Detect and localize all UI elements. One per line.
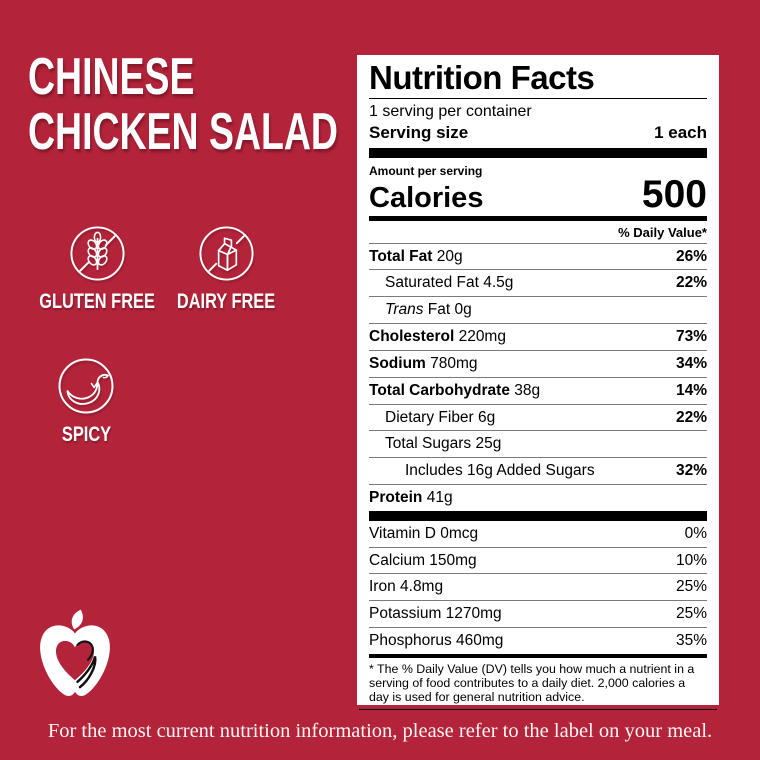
chili-pepper-icon bbox=[58, 358, 114, 414]
calories-row: Calories 500 bbox=[369, 173, 707, 217]
servings-per-container: 1 serving per container bbox=[369, 102, 532, 120]
thick-divider bbox=[369, 510, 707, 521]
nutrient-row: Includes 16g Added Sugars 32% bbox=[369, 457, 707, 484]
badge-label-spicy: SPICY bbox=[62, 423, 112, 446]
nutrient-rows: Total Fat 20g 26% Saturated Fat 4.5g 22% Tra… bbox=[369, 242, 707, 511]
daily-value-footnote: * The % Daily Value (DV) tells you how m… bbox=[369, 661, 695, 704]
nutrient-row: Phosphorus 460mg 35% bbox=[369, 627, 707, 654]
badge-gluten-free: GLUTEN FREE bbox=[37, 224, 157, 314]
nutrient-row: Trans Fat 0g bbox=[369, 296, 707, 323]
nutrient-row: Dietary Fiber 6g 22% bbox=[369, 403, 707, 431]
badge-label-dairy-free: DAIRY FREE bbox=[176, 290, 276, 313]
serving-size-value: 1 each bbox=[654, 122, 707, 142]
nutrient-row: Potassium 1270mg 25% bbox=[369, 600, 707, 627]
vitamin-rows: Vitamin D 0mcg 0% Calcium 150mg 10% Iron 4.8… bbox=[369, 521, 707, 654]
calories-value: 500 bbox=[641, 173, 707, 217]
badge-spicy: SPICY bbox=[27, 356, 147, 447]
footer-disclaimer: For the most current nutrition informati… bbox=[47, 720, 713, 742]
label-bottom-rule bbox=[359, 708, 717, 710]
nutrient-row: Total Fat 20g 26% bbox=[369, 242, 707, 270]
nutrient-row: Iron 4.8mg 25% bbox=[369, 573, 707, 600]
title-line-1: CHINESE bbox=[28, 48, 195, 106]
daily-value-header: % Daily Value* bbox=[618, 224, 707, 240]
nutrient-row: Protein 41g bbox=[369, 483, 707, 511]
medium-divider bbox=[369, 653, 707, 658]
nutrition-label: Nutrition Facts 1 serving per container … bbox=[357, 55, 719, 710]
serving-size-row: Serving size 1 each bbox=[369, 122, 707, 148]
title-line-2: CHICKEN SALAD bbox=[28, 103, 338, 162]
thick-divider bbox=[369, 148, 707, 159]
milk-carton-crossed-icon bbox=[198, 226, 254, 281]
nutrient-row: Total Sugars 25g bbox=[369, 430, 707, 457]
nutrient-row: Calcium 150mg 10% bbox=[369, 546, 707, 574]
wheat-crossed-icon bbox=[69, 226, 125, 281]
medium-divider bbox=[369, 215, 707, 221]
serving-size-label: Serving size bbox=[369, 122, 469, 142]
badge-dairy-free: DAIRY FREE bbox=[166, 224, 286, 314]
nutrient-row: Sodium 780mg 34% bbox=[369, 349, 707, 377]
nutrient-row: Saturated Fat 4.5g 22% bbox=[369, 269, 707, 296]
nutrient-row: Vitamin D 0mcg 0% bbox=[369, 524, 707, 542]
amount-per-serving-label: Amount per serving bbox=[369, 164, 483, 179]
nutrient-row: Total Carbohydrate 38g 14% bbox=[369, 376, 707, 404]
badge-label-gluten-free: GLUTEN FREE bbox=[39, 290, 155, 313]
nutrient-row: Cholesterol 220mg 73% bbox=[369, 323, 707, 350]
page-title: CHINESE CHICKEN SALAD bbox=[28, 48, 458, 162]
calories-label: Calories bbox=[369, 182, 484, 215]
apple-heart-logo bbox=[34, 608, 116, 709]
nutrition-facts-heading: Nutrition Facts bbox=[369, 61, 707, 99]
